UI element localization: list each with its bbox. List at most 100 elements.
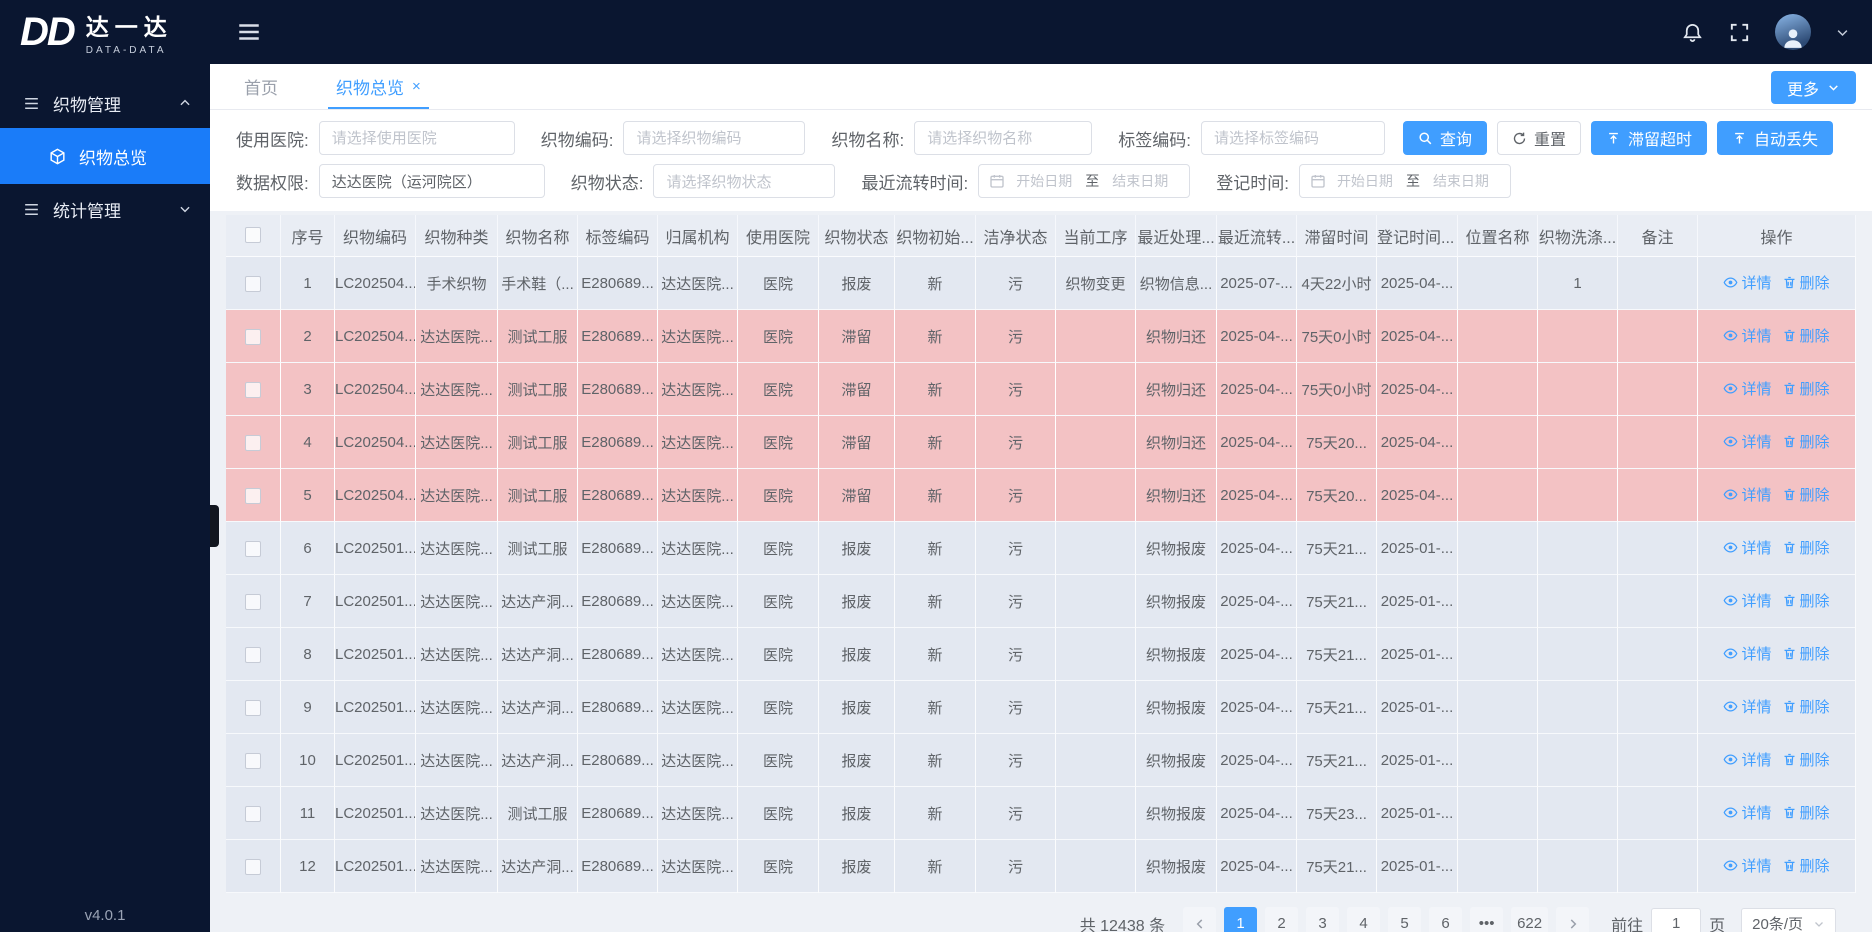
close-icon[interactable]: × bbox=[412, 78, 421, 95]
stranded-timeout-button[interactable]: 滞留超时 bbox=[1590, 121, 1707, 155]
main-area: 首页 织物总览 × 更多 使用医院: 织物编码: bbox=[210, 0, 1872, 932]
data-permission-select[interactable]: 达达医院（运河院区） bbox=[318, 164, 545, 198]
table-cell: 新 bbox=[895, 310, 976, 363]
column-header[interactable]: 登记时间... bbox=[1377, 215, 1458, 257]
fabric-name-input[interactable] bbox=[914, 121, 1093, 155]
delete-link[interactable]: 删除 bbox=[1782, 484, 1830, 505]
detail-link[interactable]: 详情 bbox=[1723, 325, 1772, 346]
column-header: 织物名称 bbox=[498, 215, 578, 257]
avatar[interactable] bbox=[1775, 14, 1811, 50]
row-checkbox[interactable] bbox=[245, 646, 261, 663]
table-row: 2 LC202504... 达达医院... 测试工服 E280689... 达达医院...… bbox=[226, 310, 1856, 363]
select-all-checkbox[interactable] bbox=[245, 227, 261, 244]
delete-link[interactable]: 删除 bbox=[1782, 696, 1830, 717]
row-checkbox[interactable] bbox=[245, 805, 261, 822]
delete-link[interactable]: 删除 bbox=[1782, 802, 1830, 823]
table-cell: E280689... bbox=[578, 469, 658, 522]
sidebar-item-statistics-management[interactable]: 统计管理 bbox=[0, 184, 210, 234]
flow-time-range-picker[interactable]: 开始日期 至 结束日期 bbox=[978, 164, 1191, 198]
sidebar-item-fabric-overview[interactable]: 织物总览 bbox=[0, 128, 210, 184]
column-header: 当前工序 bbox=[1056, 215, 1136, 257]
chevron-down-icon[interactable] bbox=[1835, 25, 1850, 40]
delete-link[interactable]: 删除 bbox=[1782, 749, 1830, 770]
page-ellipsis-button[interactable]: ••• bbox=[1470, 907, 1504, 932]
prev-page-button[interactable] bbox=[1183, 907, 1217, 932]
page-number-button[interactable]: 4 bbox=[1347, 907, 1381, 932]
column-header: 最近流转... bbox=[1217, 215, 1297, 257]
page-number-button[interactable]: 5 bbox=[1388, 907, 1422, 932]
delete-link[interactable]: 删除 bbox=[1782, 431, 1830, 452]
table-cell bbox=[1538, 734, 1618, 787]
table-row: 4 LC202504... 达达医院... 测试工服 E280689... 达达医院...… bbox=[226, 416, 1856, 469]
detail-link[interactable]: 详情 bbox=[1723, 802, 1772, 823]
trash-icon bbox=[1784, 594, 1794, 607]
more-button[interactable]: 更多 bbox=[1770, 71, 1856, 104]
detail-link[interactable]: 详情 bbox=[1723, 378, 1772, 399]
table-cell: 2025-01-... bbox=[1377, 734, 1458, 787]
row-checkbox[interactable] bbox=[245, 858, 261, 875]
sidebar-item-fabric-management[interactable]: 织物管理 bbox=[0, 78, 210, 128]
page-number-button[interactable]: 2 bbox=[1265, 907, 1299, 932]
row-checkbox[interactable] bbox=[245, 699, 261, 716]
goto-page-input[interactable] bbox=[1651, 908, 1702, 932]
bell-icon[interactable] bbox=[1681, 21, 1704, 44]
row-checkbox[interactable] bbox=[245, 328, 261, 345]
hospital-input[interactable] bbox=[318, 121, 515, 155]
app-version: v4.0.1 bbox=[84, 907, 126, 924]
row-checkbox[interactable] bbox=[245, 275, 261, 292]
chevron-up-icon bbox=[180, 99, 190, 106]
detail-link[interactable]: 详情 bbox=[1723, 855, 1772, 876]
table-cell bbox=[1458, 787, 1538, 840]
detail-link[interactable]: 详情 bbox=[1723, 749, 1772, 770]
detail-link[interactable]: 详情 bbox=[1723, 484, 1772, 505]
table-cell bbox=[1056, 522, 1136, 575]
tab-label: 织物总览 bbox=[336, 79, 404, 98]
brand-name-cn: 达一达 bbox=[85, 14, 173, 40]
page-number-button[interactable]: 622 bbox=[1511, 907, 1549, 932]
tag-code-input[interactable] bbox=[1200, 121, 1385, 155]
search-icon bbox=[1419, 131, 1432, 144]
table-cell: E280689... bbox=[578, 734, 658, 787]
detail-link[interactable]: 详情 bbox=[1723, 643, 1772, 664]
auto-lost-button[interactable]: 自动丢失 bbox=[1716, 121, 1833, 155]
hamburger-icon[interactable] bbox=[236, 19, 262, 45]
delete-link[interactable]: 删除 bbox=[1782, 325, 1830, 346]
fullscreen-icon[interactable] bbox=[1728, 21, 1751, 44]
row-checkbox[interactable] bbox=[245, 540, 261, 557]
delete-link[interactable]: 删除 bbox=[1782, 643, 1830, 664]
row-checkbox[interactable] bbox=[245, 487, 261, 504]
detail-link[interactable]: 详情 bbox=[1723, 590, 1772, 611]
sidebar-collapse-handle[interactable] bbox=[210, 505, 219, 547]
detail-link[interactable]: 详情 bbox=[1723, 431, 1772, 452]
row-checkbox[interactable] bbox=[245, 752, 261, 769]
delete-link[interactable]: 删除 bbox=[1782, 590, 1830, 611]
register-time-range-picker[interactable]: 开始日期 至 结束日期 bbox=[1298, 164, 1511, 198]
row-select-cell bbox=[226, 363, 281, 416]
row-checkbox[interactable] bbox=[245, 434, 261, 451]
row-select-cell bbox=[226, 787, 281, 840]
tab-fabric-overview[interactable]: 织物总览 × bbox=[328, 64, 429, 109]
page-number-button[interactable]: 1 bbox=[1224, 907, 1258, 932]
fabric-code-input[interactable] bbox=[623, 121, 806, 155]
delete-link[interactable]: 删除 bbox=[1782, 855, 1830, 876]
topbar bbox=[210, 0, 1872, 64]
page-number-button[interactable]: 3 bbox=[1306, 907, 1340, 932]
table-cell: LC202501... bbox=[335, 575, 416, 628]
table-cell: 报废 bbox=[819, 522, 895, 575]
delete-link[interactable]: 删除 bbox=[1782, 378, 1830, 399]
table-cell: 达达医院... bbox=[658, 681, 738, 734]
delete-link[interactable]: 删除 bbox=[1782, 537, 1830, 558]
fabric-status-select[interactable]: 请选择织物状态 bbox=[653, 164, 836, 198]
page-number-button[interactable]: 6 bbox=[1429, 907, 1463, 932]
page-size-select[interactable]: 20条/页 bbox=[1741, 908, 1836, 932]
search-button[interactable]: 查询 bbox=[1402, 121, 1487, 155]
detail-link[interactable]: 详情 bbox=[1723, 272, 1772, 293]
row-checkbox[interactable] bbox=[245, 381, 261, 398]
row-checkbox[interactable] bbox=[245, 593, 261, 610]
detail-link[interactable]: 详情 bbox=[1723, 537, 1772, 558]
reset-button[interactable]: 重置 bbox=[1496, 121, 1581, 155]
detail-link[interactable]: 详情 bbox=[1723, 696, 1772, 717]
tab-home[interactable]: 首页 bbox=[236, 64, 286, 109]
next-page-button[interactable] bbox=[1556, 907, 1590, 932]
delete-link[interactable]: 删除 bbox=[1782, 272, 1830, 293]
